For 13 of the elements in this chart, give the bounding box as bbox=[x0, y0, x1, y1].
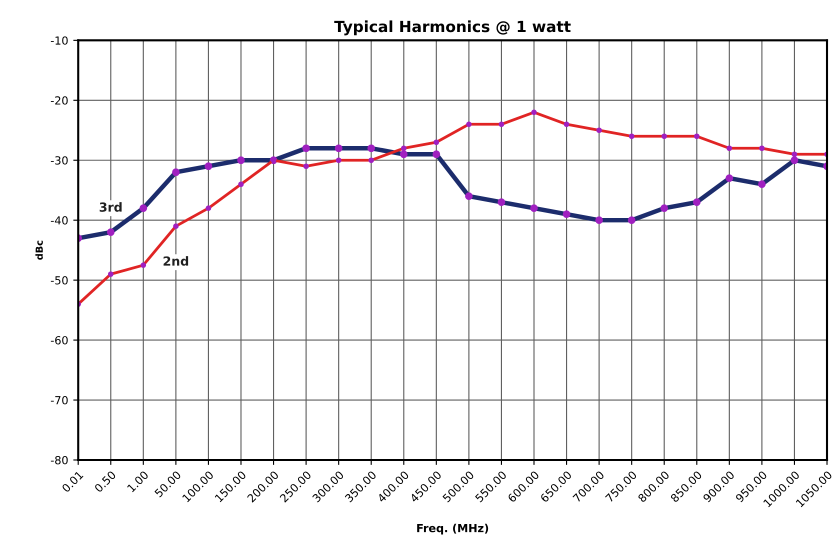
x-axis-title: Freq. (MHz) bbox=[417, 524, 488, 534]
y-tick-label: -80 bbox=[50, 456, 68, 464]
y-tick-label: -30 bbox=[50, 156, 68, 165]
y-tick-label: -40 bbox=[50, 216, 68, 225]
chart-title: Typical Harmonics @ 1 watt bbox=[334, 20, 571, 36]
y-tick-label: -20 bbox=[50, 96, 68, 105]
series-label: 3rd bbox=[100, 202, 122, 212]
y-axis-title: dBc bbox=[35, 240, 43, 260]
series-label: 2nd bbox=[164, 256, 188, 266]
y-tick-label: -60 bbox=[50, 336, 68, 344]
y-tick-label: -10 bbox=[50, 36, 68, 45]
y-tick-label: -70 bbox=[50, 396, 68, 404]
y-tick-label: -50 bbox=[50, 276, 68, 285]
